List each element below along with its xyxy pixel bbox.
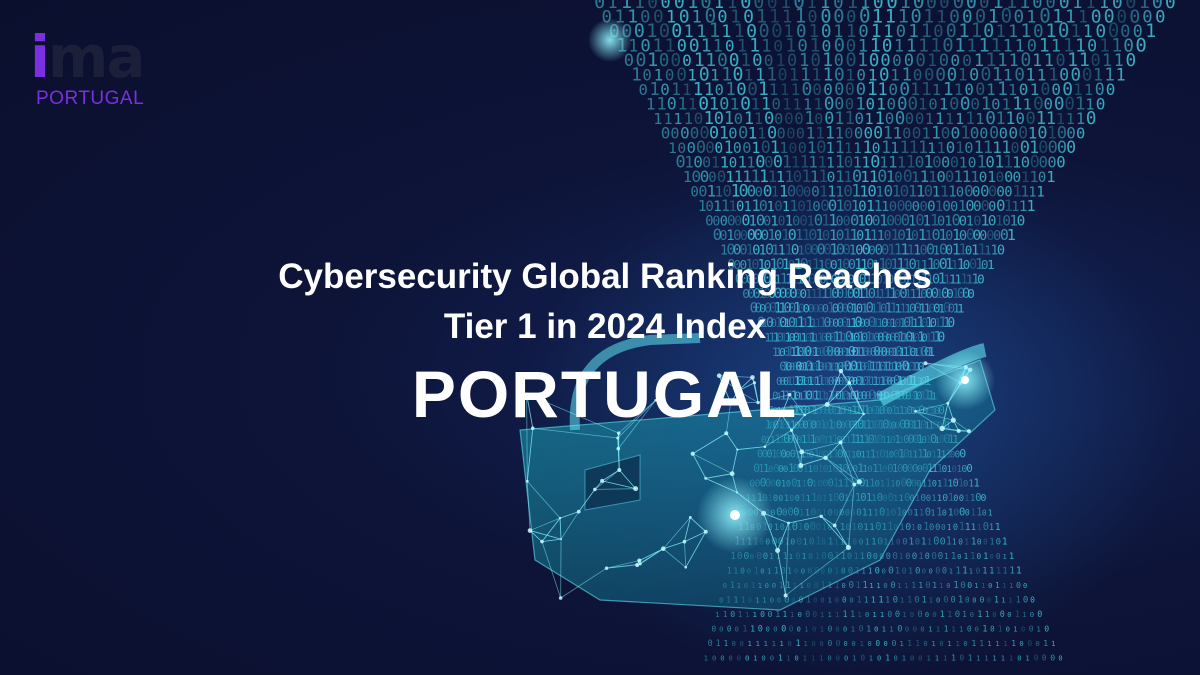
logo-letter-i: i bbox=[30, 23, 50, 91]
headline: Cybersecurity Global Ranking Reaches Tie… bbox=[0, 252, 1200, 436]
binary-stream: 1101111100111001011101111000110011010011… bbox=[895, 0, 1082, 663]
binary-stream: 1011100011100111101111000001101000111100… bbox=[879, 0, 1017, 663]
headline-line-2: Tier 1 in 2024 Index bbox=[443, 307, 767, 346]
logo-letters-ma: ma bbox=[47, 23, 146, 91]
binary-stream: 0010010000001110101001001011011001011111… bbox=[918, 0, 1176, 663]
binary-stream: 1011111110011100001111100100100100000000… bbox=[882, 0, 1030, 663]
binary-stream: 1111010000010000011110001010001111101110… bbox=[898, 0, 1095, 663]
binary-stream: 1010000011101011011101110110001101000011… bbox=[714, 0, 815, 663]
logo-subtitle: PORTUGAL bbox=[36, 88, 145, 109]
binary-stream: 0100011010011100001001011011110000000000… bbox=[661, 0, 803, 663]
logo-wordmark: ima bbox=[30, 23, 146, 91]
headline-country: PORTUGAL bbox=[411, 357, 799, 431]
ima-portugal-logo: ima PORTUGAL bbox=[30, 26, 160, 116]
headline-line-1: Cybersecurity Global Ranking Reaches bbox=[278, 257, 932, 296]
binary-stream: 0111111000101001111110011101100101010011… bbox=[886, 0, 1043, 663]
